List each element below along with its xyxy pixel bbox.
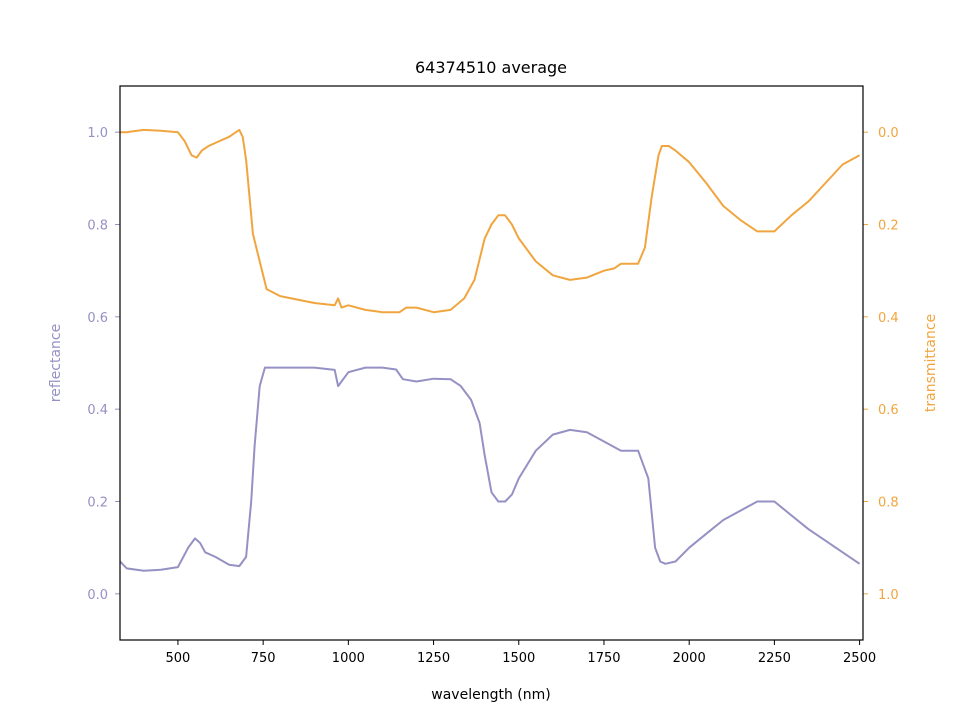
x-tick-label: 1750 — [587, 651, 620, 666]
y-right-tick-label: 0.6 — [878, 403, 899, 418]
y-right-tick-label: 0.0 — [878, 126, 899, 141]
y-left-tick-label: 0.4 — [87, 403, 108, 418]
y-axis-title-right: transmittance — [923, 314, 939, 412]
y-right-tick-label: 0.2 — [878, 219, 899, 234]
chart-title: 64374510 average — [415, 58, 567, 77]
y-right-tick-label: 0.8 — [878, 496, 899, 511]
x-tick-label: 1500 — [502, 651, 535, 666]
y-left-tick-label: 0.8 — [87, 219, 108, 234]
x-tick-label: 2500 — [843, 651, 876, 666]
transmittance-series-line — [120, 128, 861, 314]
x-axis-title: wavelength (nm) — [431, 687, 550, 703]
plot-frame — [119, 85, 864, 641]
x-tick-label: 1250 — [417, 651, 450, 666]
y-left-tick-label: 1.0 — [87, 126, 108, 141]
reflectance-series-line — [120, 366, 861, 572]
x-tick-label: 1000 — [332, 651, 365, 666]
y-left-tick-label: 0.2 — [87, 496, 108, 511]
x-tick-label: 2000 — [673, 651, 706, 666]
x-tick-label: 750 — [251, 651, 276, 666]
y-left-tick-label: 0.6 — [87, 311, 108, 326]
y-right-tick-label: 0.4 — [878, 311, 899, 326]
y-left-tick-label: 0.0 — [87, 588, 108, 603]
y-axis-title-left: reflectance — [48, 324, 64, 402]
y-right-tick-label: 1.0 — [878, 588, 899, 603]
x-tick-label: 500 — [166, 651, 191, 666]
x-tick-label: 2250 — [758, 651, 791, 666]
